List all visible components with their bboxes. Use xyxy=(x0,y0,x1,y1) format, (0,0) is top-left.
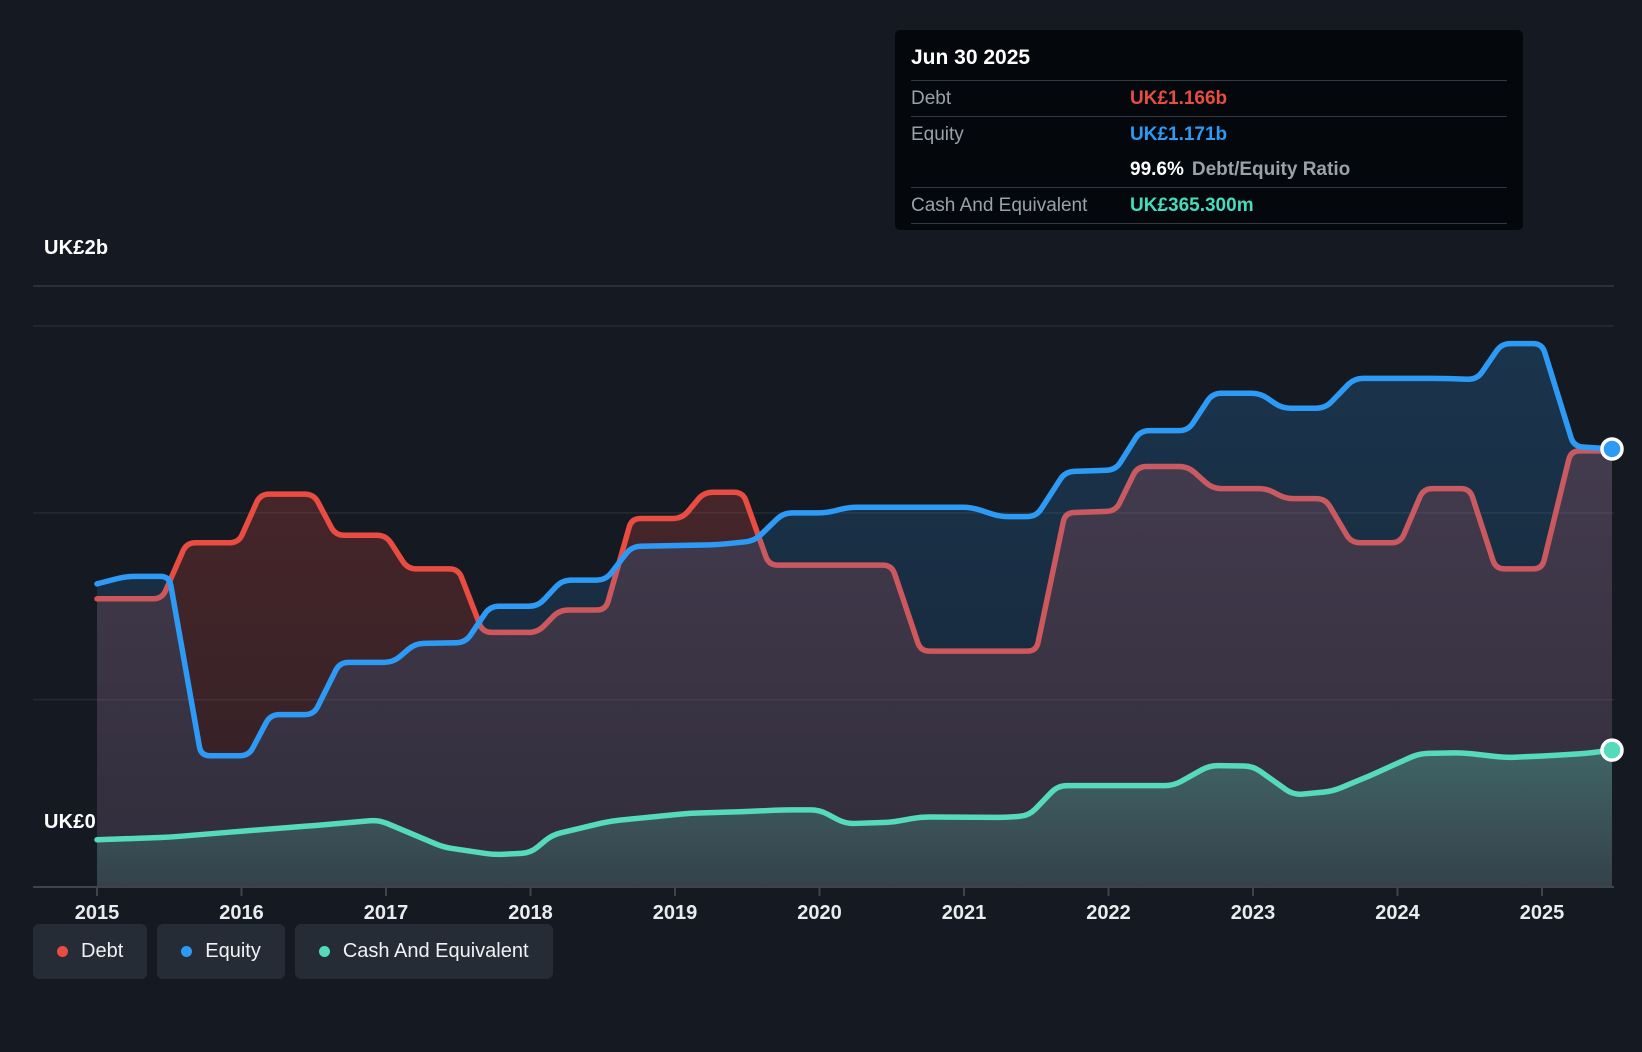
legend: Debt Equity Cash And Equivalent xyxy=(33,924,553,979)
x-tick-label-2015: 2015 xyxy=(75,902,120,924)
tooltip-debt-value: UK£1.166b xyxy=(1130,87,1228,109)
equity-line[interactable] xyxy=(94,340,1615,759)
tooltip-equity-value: UK£1.171b xyxy=(1130,123,1228,145)
x-tick-label-2018: 2018 xyxy=(508,902,553,924)
legend-equity-label: Equity xyxy=(205,940,261,962)
debt-legend-dot-icon xyxy=(57,946,68,957)
y-axis-min-label: UK£0 xyxy=(44,811,96,833)
legend-debt-label: Debt xyxy=(81,940,124,962)
tooltip-debt-row: Debt UK£1.166b xyxy=(911,81,1507,117)
tooltip-cash-value: UK£365.300m xyxy=(1130,194,1254,216)
tooltip-ratio-row: 99.6% Debt/Equity Ratio xyxy=(911,152,1507,188)
x-tick-label-2016: 2016 xyxy=(219,902,264,924)
legend-item-equity[interactable]: Equity xyxy=(157,924,285,979)
tooltip-date: Jun 30 2025 xyxy=(911,30,1507,81)
cash-legend-dot-icon xyxy=(318,946,330,957)
tooltip-cash-label: Cash And Equivalent xyxy=(911,194,1088,216)
tooltip: Jun 30 2025 Debt UK£1.166b Equity UK£1.1… xyxy=(895,30,1523,230)
equity-end-marker[interactable] xyxy=(1600,437,1624,461)
cash-end-marker[interactable] xyxy=(1600,738,1624,762)
x-tick-label-2019: 2019 xyxy=(653,902,698,924)
equity-legend-dot-icon xyxy=(181,946,193,957)
legend-item-debt[interactable]: Debt xyxy=(33,924,148,979)
equity-area xyxy=(97,343,1612,887)
tooltip-equity-row: Equity UK£1.171b xyxy=(911,117,1507,152)
x-tick-label-2021: 2021 xyxy=(942,902,987,924)
cash-line[interactable] xyxy=(94,747,1615,858)
x-tick-label-2024: 2024 xyxy=(1375,902,1420,924)
tooltip-ratio-value: 99.6% xyxy=(1130,158,1184,180)
x-tick-label-2020: 2020 xyxy=(797,902,842,924)
legend-cash-label: Cash And Equivalent xyxy=(342,940,529,962)
legend-item-cash[interactable]: Cash And Equivalent xyxy=(294,924,553,979)
x-tick-label-2022: 2022 xyxy=(1086,902,1131,924)
tooltip-cash-row: Cash And Equivalent UK£365.300m xyxy=(911,188,1507,224)
tooltip-equity-label: Equity xyxy=(911,123,964,145)
tooltip-ratio-label: Debt/Equity Ratio xyxy=(1191,158,1351,180)
tooltip-debt-label: Debt xyxy=(911,87,952,109)
x-tick-label-2017: 2017 xyxy=(364,902,409,924)
x-tick-label-2025: 2025 xyxy=(1520,902,1565,924)
y-axis-max-label: UK£2b xyxy=(44,237,109,259)
x-tick-label-2023: 2023 xyxy=(1231,902,1276,924)
